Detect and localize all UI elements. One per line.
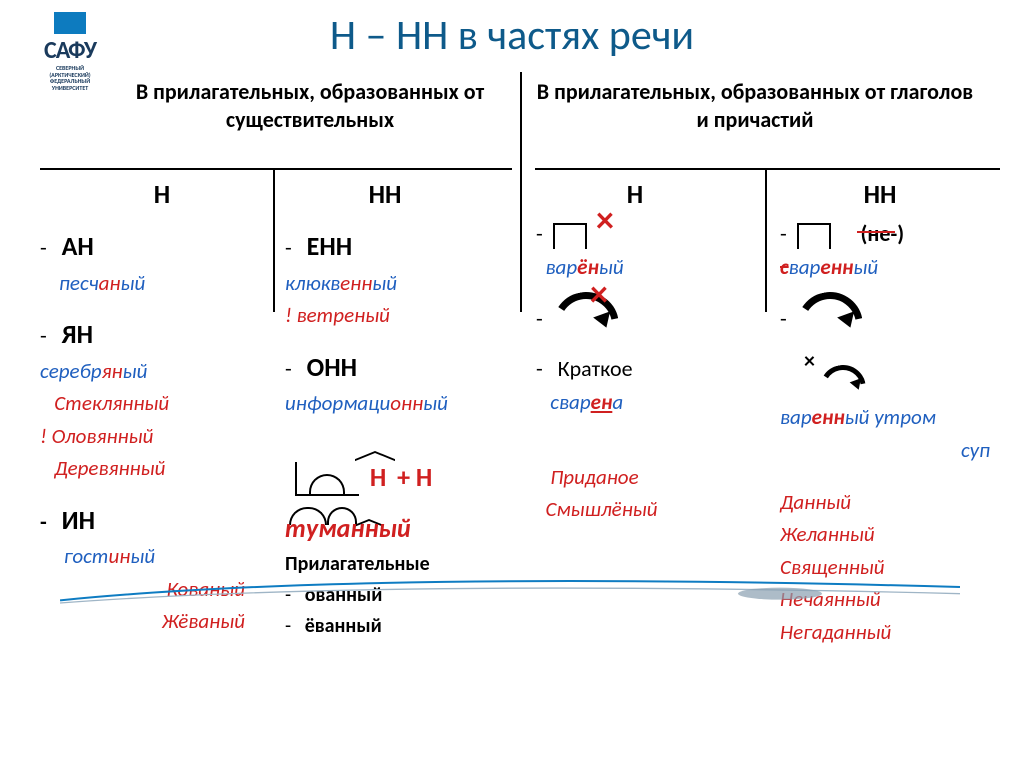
suffix-enn: ЕНН xyxy=(307,228,353,266)
adjectives-head: Прилагательные xyxy=(285,550,510,579)
subhead-c2: НН xyxy=(285,178,485,210)
rule-line xyxy=(520,72,522,312)
exception: Смышлёный xyxy=(536,494,758,524)
suffix-row: - ЯН xyxy=(40,316,265,354)
header-left: В прилагательных, образованных от сущест… xyxy=(130,78,490,133)
example: информационный xyxy=(285,388,510,418)
rule-line xyxy=(765,168,767,312)
example: сварена xyxy=(536,387,758,417)
exception: Негаданный xyxy=(780,617,1010,647)
exception: Кованый xyxy=(40,574,265,604)
exception: Деревянный xyxy=(40,453,265,483)
adjective-item: - ованный xyxy=(285,581,510,610)
arrow-row: - × xyxy=(536,292,758,335)
rule-line xyxy=(273,168,275,312)
arrow-icon xyxy=(797,292,853,326)
header-right: В прилагательных, образованных от глагол… xyxy=(535,78,975,133)
example: серебряный xyxy=(40,356,265,386)
suffix-row: - ОНН xyxy=(285,349,510,387)
adjective-item: - ёванный xyxy=(285,612,510,641)
example: клюквенный xyxy=(285,268,510,298)
suffix-in: ИН xyxy=(62,502,95,540)
example: гостиный xyxy=(40,541,265,571)
subhead-c1: Н xyxy=(62,178,262,210)
column-2: - ЕНН клюквенный ! ветреный - ОНН информ… xyxy=(285,218,510,643)
times-icon: × xyxy=(804,345,815,377)
column-1: - АН песчаный - ЯН серебряный Стеклянный… xyxy=(40,218,265,639)
example: варенный утром xyxy=(780,402,1010,432)
exception: ! ветреный xyxy=(285,300,510,330)
exception: Данный xyxy=(780,487,1010,517)
suffix-yan: ЯН xyxy=(62,316,93,354)
suffix-row: - ИН xyxy=(40,502,265,540)
morpheme-row: - (не-) xyxy=(780,218,1010,250)
short-form: - Краткое xyxy=(536,353,758,385)
exception: Приданое xyxy=(536,462,758,492)
page-title: Н – НН в частях речи xyxy=(0,10,1024,61)
exception: Жёваный xyxy=(40,606,265,636)
column-4: - (не-) сваренный - × варенный утром суп… xyxy=(780,218,1010,649)
exception: Священный xyxy=(780,552,1010,582)
example: туманный xyxy=(285,510,510,548)
exception: Нечаянный xyxy=(780,584,1010,614)
exception: ! Оловянный xyxy=(40,421,265,451)
suffix-onn: ОНН xyxy=(307,349,357,387)
example: песчаный xyxy=(40,268,265,298)
rule-line xyxy=(40,168,512,170)
example: сваренный xyxy=(780,252,1010,282)
rule-line xyxy=(535,168,1000,170)
example: суп xyxy=(780,435,1010,465)
subhead-c3: Н xyxy=(535,178,735,210)
suffix-an: АН xyxy=(62,228,94,266)
arrow-icon xyxy=(820,365,860,391)
arrow-row: - xyxy=(780,292,1010,335)
suffix-row: - АН xyxy=(40,228,265,266)
logo-sub4: УНИВЕРСИТЕТ xyxy=(20,85,120,92)
column-3: - × варёный - × - Краткое сварена Придан… xyxy=(536,218,758,526)
morpheme-row: - × xyxy=(536,218,758,250)
exception: Стеклянный xyxy=(40,388,265,418)
cross-icon: × xyxy=(590,268,608,320)
suffix-row: - ЕНН xyxy=(285,228,510,266)
exception: Желанный xyxy=(780,519,1010,549)
subhead-c4: НН xyxy=(780,178,980,210)
cross-icon: × xyxy=(596,194,614,246)
example: варёный xyxy=(536,252,758,282)
arrow-row: × xyxy=(780,365,1010,400)
rule-row: Н + Н xyxy=(285,459,510,497)
